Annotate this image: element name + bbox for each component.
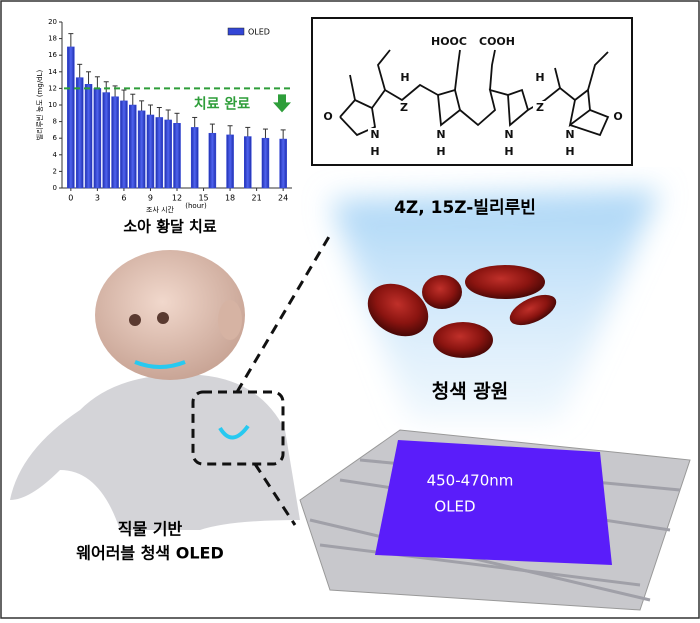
bar: [111, 96, 119, 189]
bar: [120, 100, 128, 189]
bar: [75, 77, 84, 189]
bar: [67, 46, 75, 189]
atom-bg: [563, 128, 577, 142]
x-tick-label: 15: [198, 194, 208, 203]
x-tick-label: 12: [172, 194, 182, 203]
oled-label: OLED: [434, 498, 475, 516]
y-tick-label: 10: [48, 101, 57, 109]
y-tick-label: 16: [48, 51, 57, 59]
bar: [261, 137, 270, 189]
x-axis-unit: (hour): [185, 202, 207, 210]
atom-bg: [563, 145, 577, 159]
atom-label: H: [400, 71, 409, 84]
reference-arrow: [273, 94, 291, 113]
y-tick-label: 2: [53, 167, 57, 175]
x-tick-label: 9: [148, 194, 153, 203]
device-label: 웨어러블 청색 OLED: [76, 544, 223, 563]
red-blood-cells: [367, 265, 557, 358]
atom-label: H: [565, 145, 574, 158]
molecule-name: 4Z, 15Z-빌리루빈: [394, 198, 536, 218]
structure-box: [311, 17, 633, 166]
x-tick-label: 18: [225, 194, 235, 203]
atom-label: N: [504, 128, 513, 141]
atom-bg: [368, 128, 382, 142]
x-tick-label: 0: [68, 194, 73, 203]
device-label: 직물 기반: [118, 520, 183, 539]
atom-label: N: [565, 128, 574, 141]
y-tick-label: 20: [48, 18, 57, 26]
atom-bg: [533, 71, 547, 85]
atom-bg: [434, 128, 448, 142]
bar: [146, 114, 155, 189]
y-tick-label: 0: [53, 184, 57, 192]
atom-label: H: [535, 71, 544, 84]
x-tick-label: 24: [278, 194, 288, 203]
bar: [164, 119, 172, 189]
atom-label: N: [370, 128, 379, 141]
atom-label: H: [436, 145, 445, 158]
bar: [190, 127, 199, 189]
legend-swatch: [227, 27, 245, 36]
x-tick-label: 6: [121, 194, 126, 203]
bar: [244, 136, 252, 189]
atom-bg: [502, 128, 516, 142]
atom-bg: [321, 110, 335, 124]
x-axis-label: 조사 시간: [146, 205, 175, 214]
y-tick-label: 4: [53, 151, 58, 159]
baby: [10, 250, 300, 530]
atom-label: H: [370, 145, 379, 158]
chart-caption: 소아 황달 치료: [123, 218, 216, 236]
x-tick-label: 3: [95, 194, 100, 203]
bar: [208, 132, 217, 189]
light-source-label: 청색 광원: [432, 381, 509, 403]
atom-label: Z: [400, 101, 408, 114]
atom-bg: [368, 145, 382, 159]
y-tick-label: 12: [48, 84, 57, 92]
atom-label: O: [323, 110, 332, 123]
atom-bg: [533, 101, 547, 115]
y-tick-label: 6: [53, 134, 58, 142]
y-axis-label: 빌리루빈 농도 (mg/dL): [35, 69, 44, 140]
bar: [155, 117, 164, 189]
atom-label: Z: [536, 101, 544, 114]
oled-wavelength: 450-470nm: [427, 472, 514, 490]
blue-glow: [330, 190, 660, 420]
reference-label: 치료 완료: [194, 96, 251, 112]
bar: [102, 92, 110, 189]
atom-label: HOOC: [431, 35, 467, 48]
atom-label: COOH: [479, 35, 515, 48]
atom-bg: [398, 71, 412, 85]
y-tick-label: 18: [48, 35, 57, 43]
x-tick-label: 21: [252, 194, 262, 203]
atom-bg: [611, 110, 625, 124]
atom-label: N: [436, 128, 445, 141]
legend-label: OLED: [248, 28, 270, 37]
atom-bg: [490, 35, 504, 49]
bar: [226, 134, 234, 189]
atom-bg: [442, 35, 456, 49]
bar: [129, 104, 137, 189]
atom-bg: [397, 101, 411, 115]
structure-bonds: [339, 49, 610, 137]
atom-label: H: [504, 145, 513, 158]
zoom-line: [253, 463, 297, 526]
zoom-line: [235, 234, 332, 393]
bar: [93, 88, 102, 189]
fabric: [299, 429, 691, 611]
bar: [84, 84, 93, 189]
y-tick-label: 14: [48, 68, 57, 76]
y-tick-label: 8: [53, 118, 57, 126]
bar: [137, 110, 146, 189]
atom-label: O: [613, 110, 622, 123]
atom-bg: [502, 145, 516, 159]
atom-bg: [434, 145, 448, 159]
bar: [279, 138, 287, 189]
bar: [173, 123, 181, 189]
